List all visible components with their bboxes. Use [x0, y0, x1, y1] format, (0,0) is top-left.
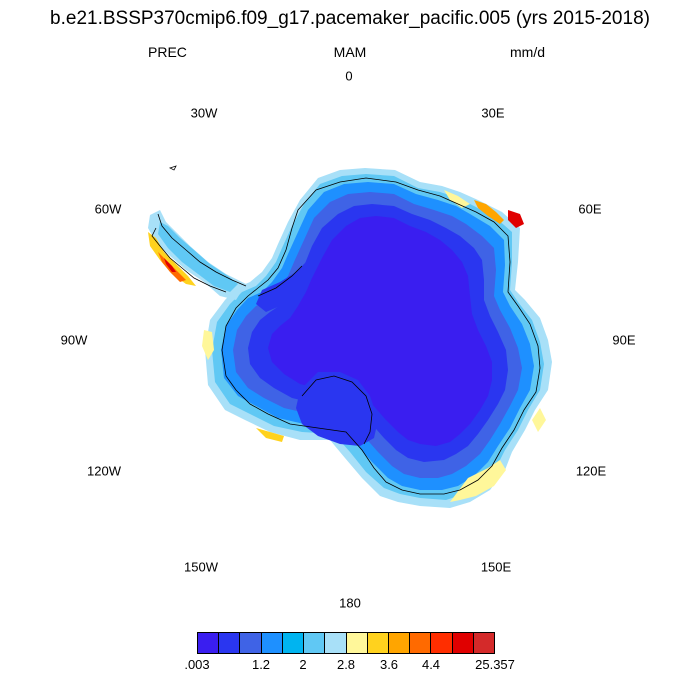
- colorbar-swatch: [346, 633, 368, 653]
- ross-shelf-edge: [301, 375, 373, 445]
- colorbar-tick-label: 2: [299, 657, 307, 672]
- colorbar-swatch: [282, 633, 305, 653]
- units-label: mm/d: [510, 44, 545, 60]
- colorbar-swatch: [473, 633, 495, 653]
- peninsula-base-yellow: [202, 330, 214, 360]
- colorbar-swatch: [410, 633, 432, 653]
- lon-label-120e: 120E: [575, 463, 607, 479]
- colorbar-swatch: [261, 633, 283, 653]
- coastline: [221, 177, 541, 495]
- lon-label-60w: 60W: [94, 201, 122, 217]
- colorbar-tick-label: 3.6: [379, 657, 399, 672]
- colorbar-swatch: [452, 633, 474, 653]
- lon-label-120w: 120W: [87, 463, 121, 479]
- season-label: MAM: [333, 44, 367, 60]
- colorbar-swatch: [431, 633, 453, 653]
- dml-coast-wet: [474, 200, 504, 224]
- peninsula-coastline: [151, 213, 247, 293]
- colorbar-tick-label: 2.8: [336, 657, 356, 672]
- south-georgia-island: [168, 165, 177, 171]
- colorbar-swatch: [304, 633, 326, 653]
- amundsen-coast-yellow: [256, 428, 284, 442]
- wilkes-coast-yellow: [532, 408, 546, 432]
- variable-label: PREC: [148, 44, 187, 60]
- colorbar-tick-label: 4.4: [421, 657, 441, 672]
- colorbar-swatch: [388, 633, 411, 653]
- lon-label-90e: 90E: [612, 332, 636, 348]
- east-coast-yellow: [450, 460, 506, 502]
- colorbar-tick-label: 25.357: [475, 657, 515, 672]
- weddell-shelf-edge: [257, 265, 303, 297]
- colorbar-tick-label: 1.2: [251, 657, 271, 672]
- dml-coast-extreme: [508, 210, 524, 228]
- lon-label-150e: 150E: [480, 559, 512, 575]
- antarctic-peninsula-core: [158, 222, 238, 292]
- colorbar-swatch: [325, 633, 347, 653]
- dml-coast-yellow: [444, 190, 470, 208]
- lon-label-180: 180: [339, 595, 361, 611]
- colorbar: [197, 632, 495, 654]
- lon-label-30w: 30W: [190, 105, 218, 121]
- peninsula-extreme-coast: [164, 258, 176, 272]
- colorbar-swatch: [367, 633, 389, 653]
- lon-label-60e: 60E: [578, 201, 602, 217]
- plot-title: b.e21.BSSP370cmip6.f09_g17.pacemaker_pac…: [50, 8, 650, 29]
- colorbar-swatch: [219, 633, 241, 653]
- colorbar-tick-label: .003: [184, 657, 210, 672]
- colorbar-swatch: [198, 633, 220, 653]
- lon-label-30e: 30E: [481, 105, 505, 121]
- colorbar-swatch: [240, 633, 262, 653]
- lon-label-150w: 150W: [184, 559, 218, 575]
- lon-label-0: 0: [345, 68, 353, 84]
- lon-label-90w: 90W: [60, 332, 88, 348]
